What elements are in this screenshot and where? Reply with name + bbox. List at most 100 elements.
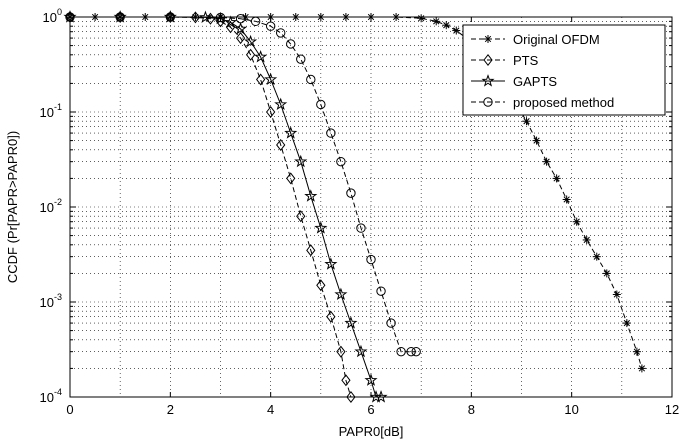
marker-shape xyxy=(254,50,268,63)
legend-entry: proposed method xyxy=(471,95,614,110)
data-point xyxy=(296,210,306,223)
legend-label: proposed method xyxy=(513,95,614,110)
marker-stroke xyxy=(453,27,460,34)
legend-entry: Original OFDM xyxy=(471,32,600,47)
data-point xyxy=(264,72,278,86)
legend-entry: PTS xyxy=(471,53,539,68)
marker-stroke xyxy=(553,175,560,182)
data-point xyxy=(235,32,246,45)
data-point xyxy=(265,21,276,31)
marker-shape xyxy=(374,390,388,403)
data-point xyxy=(542,157,551,166)
data-point xyxy=(326,128,336,138)
marker-shape xyxy=(346,188,356,198)
marker-stroke xyxy=(583,236,590,244)
y-tick-label-base: 10 xyxy=(40,295,54,310)
data-point xyxy=(483,97,493,107)
marker-stroke xyxy=(543,158,550,165)
marker-shape xyxy=(244,34,258,48)
y-tick-label: 10-4 xyxy=(40,387,62,405)
marker-shape xyxy=(354,344,368,358)
marker-shape xyxy=(376,286,386,296)
legend-label: PTS xyxy=(513,53,539,68)
marker-shape xyxy=(483,53,493,67)
data-point xyxy=(334,287,348,301)
data-point xyxy=(223,15,238,28)
marker-stroke xyxy=(638,365,646,372)
y-tick-label: 10-2 xyxy=(40,197,62,215)
data-point xyxy=(562,195,571,204)
marker-shape xyxy=(326,128,336,138)
data-point xyxy=(376,286,386,296)
series-line xyxy=(70,16,417,353)
data-point xyxy=(284,126,298,139)
marker-shape xyxy=(346,390,356,404)
marker-shape xyxy=(276,28,286,38)
data-point xyxy=(198,10,213,23)
data-point xyxy=(324,257,338,270)
data-point xyxy=(234,21,248,35)
y-axis-label: CCDF (Pr[PAPR>PAPR0]) xyxy=(5,131,20,283)
x-tick-label: 10 xyxy=(564,402,578,417)
marker-shape xyxy=(483,97,493,107)
data-point xyxy=(582,235,591,244)
marker-shape xyxy=(344,316,358,329)
data-point xyxy=(484,35,492,43)
x-axis-label: PAPR0[dB] xyxy=(339,424,404,439)
marker-stroke xyxy=(418,15,425,22)
marker-shape xyxy=(296,54,306,64)
marker-stroke xyxy=(613,291,620,298)
marker-stroke xyxy=(603,270,610,277)
x-tick-label: 4 xyxy=(267,402,274,417)
data-point xyxy=(481,74,495,87)
legend: Original OFDM PTS GAPTS proposed method xyxy=(462,24,666,116)
data-point xyxy=(254,50,268,63)
marker-shape xyxy=(336,156,346,167)
marker-shape xyxy=(274,97,288,111)
y-tick-label-exponent: -4 xyxy=(54,387,62,397)
y-tick-label-exponent: -3 xyxy=(54,292,62,302)
data-point xyxy=(190,11,201,24)
marker-stroke xyxy=(563,196,570,203)
data-point xyxy=(552,174,561,183)
grid xyxy=(70,17,672,397)
marker-shape xyxy=(245,48,256,61)
marker-shape xyxy=(364,373,378,386)
marker-shape xyxy=(296,210,306,223)
marker-shape xyxy=(265,21,276,31)
data-point xyxy=(364,373,378,386)
marker-shape xyxy=(366,254,376,265)
data-point xyxy=(306,74,316,85)
marker-stroke xyxy=(633,348,641,355)
marker-shape xyxy=(235,13,246,24)
data-point xyxy=(354,344,368,358)
marker-shape xyxy=(396,346,406,357)
marker-shape xyxy=(264,72,278,86)
marker-shape xyxy=(284,126,298,139)
marker-stroke xyxy=(573,218,580,225)
data-point xyxy=(366,254,376,265)
y-tick-label-base: 10 xyxy=(40,200,54,215)
y-tick-label-base: 10 xyxy=(40,105,54,120)
data-point xyxy=(442,21,451,30)
data-point xyxy=(346,390,356,404)
x-tick-label: 0 xyxy=(66,402,73,417)
data-point xyxy=(235,13,246,24)
data-point xyxy=(592,252,601,261)
data-point xyxy=(522,117,531,126)
marker-stroke xyxy=(433,18,440,25)
x-tick-labels: 0 2 4 6 8 10 12 xyxy=(66,402,679,417)
y-tick-label: 100 xyxy=(43,7,62,25)
marker-shape xyxy=(406,346,416,357)
data-point xyxy=(346,188,356,198)
data-point xyxy=(572,217,581,226)
data-point xyxy=(245,48,256,61)
marker-shape xyxy=(386,318,396,328)
data-point xyxy=(396,346,406,357)
data-point xyxy=(602,269,611,278)
data-point xyxy=(304,189,318,202)
marker-shape xyxy=(314,221,328,234)
marker-shape xyxy=(306,74,316,85)
marker-shape xyxy=(223,15,238,28)
marker-stroke xyxy=(533,137,540,144)
